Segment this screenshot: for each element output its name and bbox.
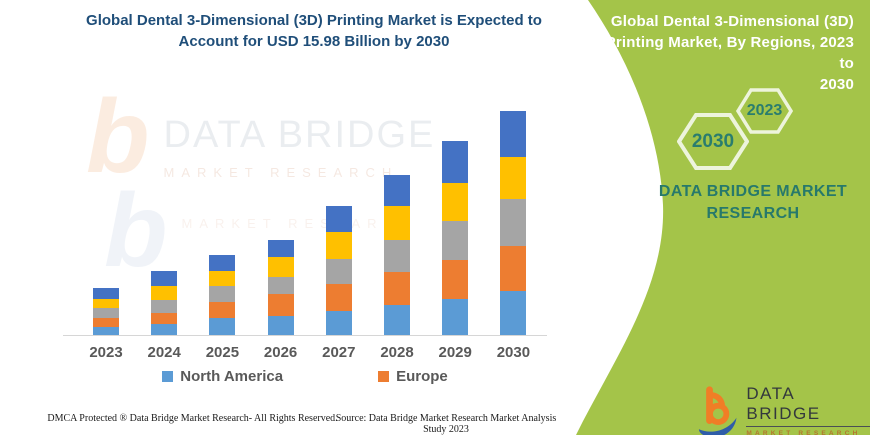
bar-segment	[93, 318, 119, 327]
legend-item-north-america: North America	[162, 368, 283, 385]
bar-segment	[151, 324, 178, 335]
x-axis-label-2026: 2026	[263, 344, 298, 361]
bar-segment	[209, 255, 236, 271]
bar-segment	[384, 206, 410, 240]
bar-segment	[93, 288, 119, 299]
logo-brand-subtitle: MARKET RESEARCH	[746, 430, 861, 435]
bar-segment	[209, 271, 236, 286]
bar-segment	[267, 277, 294, 294]
legend-label: North America	[180, 368, 284, 385]
bar-segment	[209, 318, 236, 335]
hexagon-2023: 2023	[736, 87, 793, 135]
x-axis-label-2029: 2029	[438, 344, 472, 361]
bar-segment	[151, 313, 178, 324]
plot-area	[63, 88, 547, 336]
hexagon-2023-label: 2023	[746, 102, 783, 119]
bar-segment	[151, 271, 178, 286]
legend-swatch-north-america	[162, 371, 174, 382]
stacked-bar-2024	[151, 271, 178, 335]
bar-segment	[384, 305, 410, 335]
hexagon-outline-icon	[677, 113, 749, 170]
bar-segment	[442, 260, 469, 299]
bar-segment	[500, 111, 527, 157]
bar-segment	[384, 272, 410, 305]
stacked-bar-2029	[442, 141, 469, 335]
source-footer-text: Source: Data Bridge Market Research Mark…	[335, 413, 557, 435]
x-axis-baseline	[63, 335, 547, 336]
bar-segment	[500, 199, 527, 246]
stacked-bar-2025	[209, 255, 236, 335]
x-axis-label-2027: 2027	[322, 344, 356, 361]
bar-segment	[325, 259, 352, 284]
bar-segment	[325, 284, 352, 311]
bar-segment	[500, 291, 527, 335]
bar-segment	[93, 327, 119, 335]
bar-segment	[267, 257, 294, 277]
hexagon-2030-label: 2030	[691, 130, 735, 152]
stacked-bar-2027	[325, 206, 352, 335]
bar-segment	[325, 206, 352, 232]
bar-segment	[500, 157, 527, 199]
x-axis-labels: 2023 2024 2025 2026 2027 2028 2029 2030	[63, 344, 547, 364]
bar-segment	[384, 175, 410, 206]
bar-segment	[442, 183, 469, 221]
x-axis-label-2028: 2028	[380, 344, 414, 361]
bar-segment	[325, 311, 352, 335]
bar-segment	[151, 300, 178, 313]
bar-segment	[267, 294, 294, 316]
legend-swatch-europe	[378, 371, 390, 382]
x-axis-label-2023: 2023	[89, 344, 123, 361]
bar-segment	[93, 308, 119, 318]
bar-segment	[500, 246, 527, 291]
chart-legend: North America Europe	[63, 368, 547, 385]
stacked-bar-2026	[267, 240, 294, 335]
stacked-bar-2023	[93, 288, 119, 335]
bar-segment	[442, 299, 469, 335]
data-bridge-logo: DATA BRIDGE MARKET RESEARCH	[697, 384, 870, 435]
bar-segment	[93, 299, 119, 308]
bar-segment	[267, 316, 294, 335]
legend-item-europe: Europe	[378, 368, 448, 385]
hexagon-outline-icon	[736, 88, 793, 134]
hexagon-2030: 2030	[677, 112, 749, 171]
x-axis-label-2030: 2030	[496, 344, 531, 361]
x-axis-label-2024: 2024	[147, 344, 181, 361]
stacked-bar-2030	[500, 111, 527, 335]
chart-title: Global Dental 3-Dimensional (3D) Printin…	[86, 12, 542, 50]
data-bridge-logo-icon	[698, 385, 737, 435]
x-axis-label-2025: 2025	[205, 344, 240, 361]
bar-segment	[151, 286, 178, 300]
bar-segment	[384, 240, 410, 272]
legend-label: Europe	[396, 368, 448, 385]
dmca-footer-text: DMCA Protected ® Data Bridge Market Rese…	[47, 413, 338, 424]
side-panel-brand-text: DATA BRIDGE MARKET RESEARCH	[658, 183, 848, 222]
bar-segment	[267, 240, 294, 257]
logo-brand-name: DATA BRIDGE	[746, 384, 870, 427]
bar-segment	[209, 286, 236, 302]
bar-segment	[442, 141, 469, 183]
bar-segment	[442, 221, 469, 260]
bar-segment	[209, 302, 236, 318]
bar-segment	[325, 232, 352, 259]
stacked-bar-2028	[384, 175, 410, 335]
side-panel-title: Global Dental 3-Dimensional (3D) Printin…	[605, 13, 854, 93]
